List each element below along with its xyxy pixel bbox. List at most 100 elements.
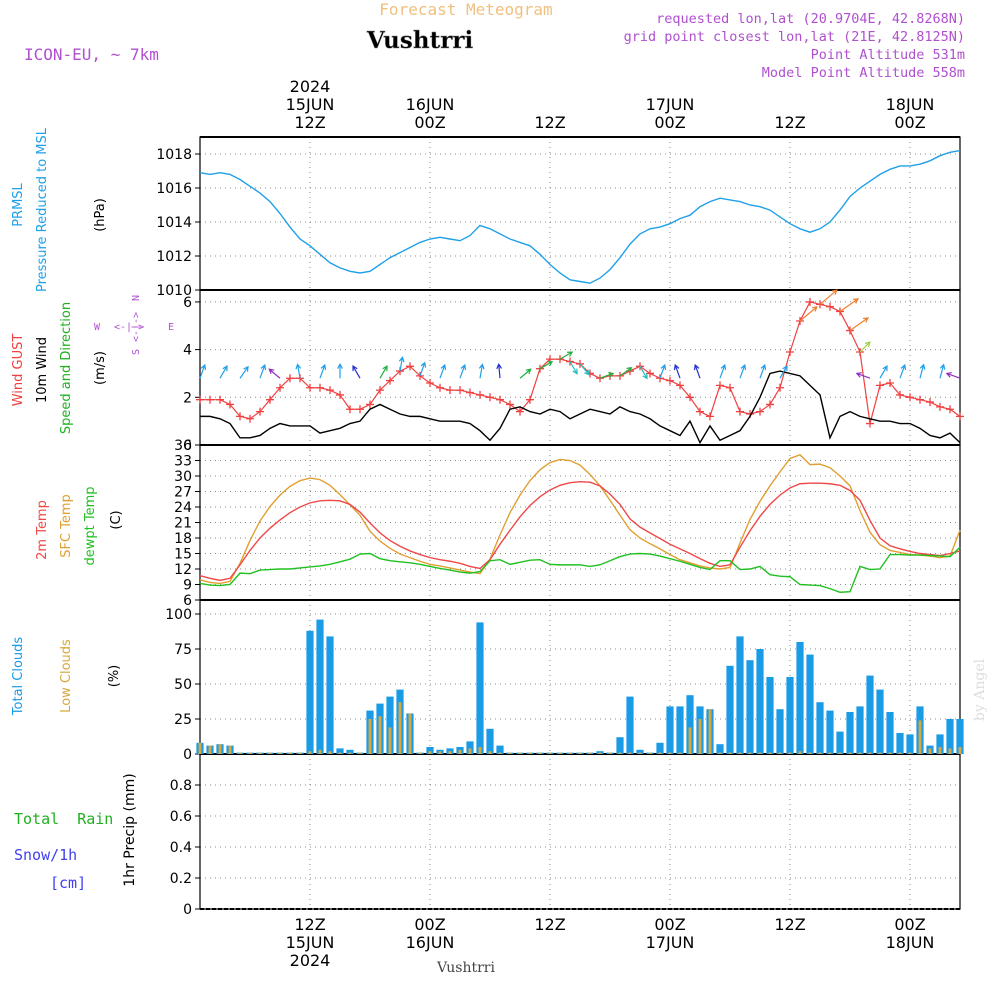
low-cloud-bar [758,752,762,754]
credit: by Angel [972,658,988,721]
low-cloud-bar [248,752,252,754]
wind-labels: Wind GUST 10m Wind Speed and Direction (… [11,295,174,434]
cloud-labels: Total Clouds Low Clouds (%) [11,637,122,717]
wind-arrow [259,363,267,379]
wind-arrow [619,367,633,377]
precipitation-ytick-label: 0.4 [170,840,192,856]
total-cloud-bar [766,677,774,754]
total-cloud-bar [736,636,744,754]
gust-marker [376,386,384,395]
clouds-frame [199,599,961,755]
total-cloud-bar [826,710,834,754]
low-cloud-series [198,702,962,754]
low-cloud-bar [538,752,542,754]
total-cloud-bar [476,622,484,754]
cloud-label-unit: (%) [107,665,122,688]
gust-marker [686,393,694,402]
low-cloud-bar [338,752,342,754]
wind-arrow [899,363,907,379]
dewpoint-series [199,546,961,593]
total-cloud-bar [746,660,754,754]
gust-marker [756,407,764,416]
low-cloud-bar [468,748,472,754]
low-cloud-bar [558,752,562,754]
temp-2m-series [199,480,961,582]
bottom-time-label: 00Z [894,915,925,934]
wind-ytick-label: 2 [183,390,192,406]
low-cloud-bar [318,749,322,754]
low-cloud-bar [728,752,732,754]
top-time-label: 17JUN [646,95,695,114]
precip-axis-label: 1hr Precip (mm) [122,773,138,886]
low-cloud-bar [718,752,722,754]
clouds-ytick-label: 0 [183,747,192,763]
gust-series [196,297,964,428]
top-time-label: 00Z [894,113,925,132]
wind-arrow [779,365,788,379]
gust-marker [696,407,704,416]
total-cloud-bar [846,712,854,754]
low-cloud-bar [648,752,652,754]
low-cloud-bar [478,747,482,754]
precipitation-ytick-label: 0.6 [170,809,192,825]
precipitation-panel: 0 0.2 0.4 0.6 0.8 [170,753,961,918]
total-cloud-series [196,619,964,754]
total-cloud-bar [956,719,964,754]
gust-marker [956,412,964,421]
gust-marker [926,398,934,407]
top-time-label: 12Z [534,113,565,132]
total-cloud-bar [816,702,824,754]
plot-layer: 1010101210141016101802466912151821242730… [156,77,964,970]
pressure-ytick-label: 1014 [156,215,192,231]
temperature-ytick-label: 30 [174,469,192,485]
low-cloud-bar [508,752,512,754]
low-cloud-bar [848,752,852,754]
temperature-ytick-label: 6 [183,593,192,609]
gust-marker [506,400,514,409]
top-time-label: 12Z [294,113,325,132]
header-gridpoint: grid point closest lon,lat (21E, 42.8125… [624,29,965,45]
gust-marker [236,412,244,421]
low-cloud-bar [388,727,392,754]
wind-arrow [639,366,648,380]
low-cloud-bar [828,752,832,754]
wind-arrow [539,361,554,370]
low-cloud-bar [418,752,422,754]
gust-marker [566,357,574,366]
pressure-frame [199,136,961,291]
top-time-label: 12Z [774,113,805,132]
wind-arrow [739,363,747,379]
low-cloud-bar [228,745,232,754]
gust-marker [666,376,674,385]
total-cloud-bar [876,689,884,754]
low-cloud-bar [768,752,772,754]
clouds-ytick-label: 50 [174,677,192,693]
low-cloud-bar [618,752,622,754]
top-time-label: 15JUN [286,95,335,114]
wind-arrow [945,372,961,379]
total-cloud-bar [666,706,674,754]
total-cloud-bar [756,649,764,754]
pressure-label-prmsl: PRMSL [11,182,26,226]
low-cloud-bar [678,752,682,754]
gust-marker [446,386,454,395]
total-cloud-bar [656,742,664,754]
total-cloud-bar [936,734,944,754]
gust-marker [876,381,884,390]
wind-arrow [337,362,343,379]
wind-arrow [693,363,701,379]
wind-arrow [659,363,667,379]
gust-marker [466,388,474,397]
wind-arrow [295,363,302,379]
wind-label-speed: Speed and Direction [59,302,74,434]
low-cloud-bar [458,749,462,754]
dewpoint-line [199,546,961,593]
low-cloud-bar [488,751,492,754]
bottom-time-label: 00Z [654,915,685,934]
wind-arrow [419,361,427,377]
low-cloud-bar [688,727,692,754]
total-cloud-bar [316,619,324,754]
gust-marker [576,359,584,368]
wind-arrow [673,363,681,379]
temp-label-unit: (C) [109,510,124,529]
